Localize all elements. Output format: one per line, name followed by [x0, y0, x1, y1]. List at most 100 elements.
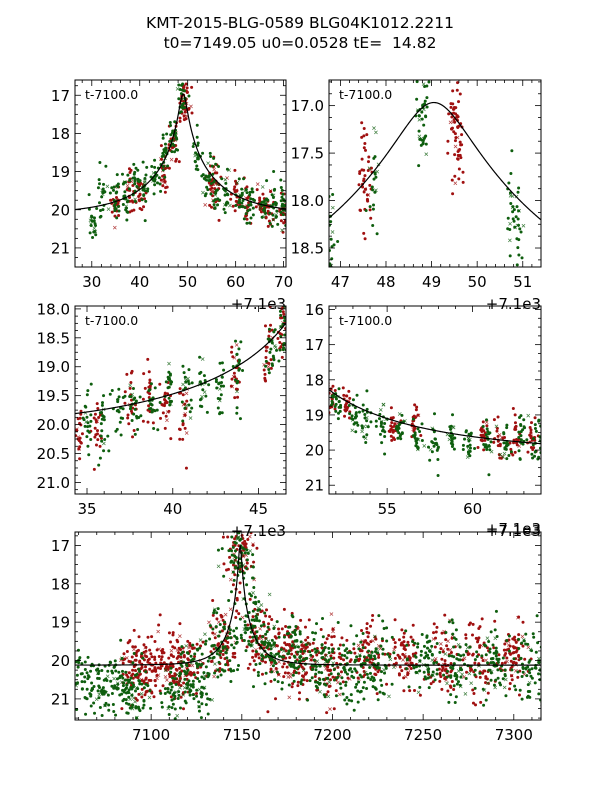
- data-point: [146, 420, 150, 424]
- data-point: [205, 185, 209, 189]
- data-point: [142, 372, 146, 376]
- data-point: [120, 674, 124, 678]
- data-point: [230, 643, 234, 647]
- data-point-cross: [493, 636, 498, 641]
- data-point: [486, 430, 490, 434]
- data-point: [281, 192, 285, 196]
- data-point: [365, 433, 369, 437]
- data-point: [216, 675, 220, 679]
- data-point: [485, 448, 489, 452]
- data-point: [80, 687, 84, 691]
- data-point: [169, 124, 173, 128]
- data-point: [336, 620, 340, 624]
- data-point: [228, 628, 232, 632]
- data-point: [450, 178, 454, 182]
- data-point: [207, 383, 211, 387]
- data-point-cross: [301, 668, 306, 673]
- data-point-cross: [181, 402, 186, 407]
- data-point: [100, 669, 104, 673]
- data-point: [343, 668, 347, 672]
- data-point-cross: [105, 674, 110, 679]
- data-point: [287, 683, 291, 687]
- data-point: [482, 429, 486, 433]
- data-point: [144, 677, 148, 681]
- data-point: [129, 405, 133, 409]
- data-point: [149, 382, 153, 386]
- data-point: [186, 668, 190, 672]
- data-point: [277, 635, 281, 639]
- data-point: [293, 628, 297, 632]
- data-point: [393, 645, 397, 649]
- data-point: [251, 655, 255, 659]
- data-point: [111, 702, 115, 706]
- data-point: [165, 185, 169, 189]
- data-point: [344, 670, 348, 674]
- data-point: [249, 216, 253, 220]
- data-point: [131, 200, 135, 204]
- data-point: [131, 435, 135, 439]
- data-point: [277, 627, 281, 631]
- data-point: [367, 155, 371, 159]
- data-point-cross: [169, 648, 174, 653]
- data-point: [449, 651, 453, 655]
- data-point: [247, 201, 251, 205]
- data-point: [292, 663, 296, 667]
- data-point: [407, 685, 411, 689]
- data-point: [230, 345, 234, 349]
- data-point-cross: [228, 577, 233, 582]
- data-point: [238, 617, 242, 621]
- data-point: [196, 671, 200, 675]
- data-point: [369, 677, 373, 681]
- data-point: [102, 182, 106, 186]
- data-point: [478, 675, 482, 679]
- data-point: [255, 546, 259, 550]
- data-point: [211, 599, 215, 603]
- data-point: [485, 418, 489, 422]
- data-point-cross: [190, 663, 195, 668]
- data-point-cross: [235, 180, 240, 185]
- data-point: [336, 239, 340, 243]
- data-point: [232, 669, 236, 673]
- plot-area: [75, 82, 286, 239]
- data-point: [228, 555, 232, 559]
- data-point: [218, 397, 222, 401]
- data-point: [84, 696, 88, 700]
- data-point: [455, 682, 459, 686]
- data-point-cross: [416, 690, 421, 695]
- data-point: [140, 208, 144, 212]
- data-point: [112, 710, 116, 714]
- data-point: [413, 688, 417, 692]
- data-point: [179, 695, 183, 699]
- data-point: [251, 565, 255, 569]
- data-point: [127, 671, 131, 675]
- data-point: [164, 380, 168, 384]
- data-point-cross: [453, 181, 458, 186]
- data-point: [251, 543, 255, 547]
- data-point-cross: [324, 659, 328, 664]
- data-point: [370, 650, 374, 654]
- data-point: [150, 410, 154, 414]
- data-point: [447, 620, 451, 624]
- data-point: [413, 403, 417, 407]
- data-point: [238, 570, 242, 574]
- data-point-cross: [371, 639, 375, 643]
- data-point: [350, 670, 354, 674]
- data-point: [523, 657, 527, 661]
- model-curve: [75, 322, 286, 415]
- data-point: [281, 213, 285, 217]
- data-point: [324, 683, 328, 687]
- data-point: [383, 434, 387, 438]
- data-point: [245, 583, 249, 587]
- y-tick-label: 16: [305, 301, 324, 319]
- data-point: [214, 190, 218, 194]
- data-point-cross: [210, 698, 214, 702]
- data-point: [361, 686, 365, 690]
- data-point: [439, 647, 443, 651]
- data-point: [96, 186, 100, 190]
- data-point-cross: [258, 206, 263, 211]
- data-point: [365, 133, 369, 137]
- data-point: [331, 650, 335, 654]
- data-point: [453, 700, 457, 704]
- data-point: [425, 105, 429, 109]
- data-point: [154, 661, 158, 665]
